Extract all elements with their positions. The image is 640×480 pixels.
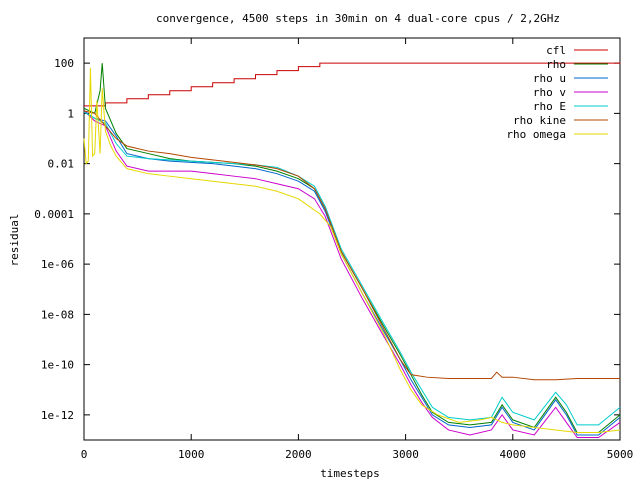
legend-label: rho — [546, 58, 566, 71]
x-tick-label: 0 — [81, 448, 88, 461]
plot-area: 0 1000 2000 3000 4000 5000 100 1 0.01 0.0001 1e-0… — [34, 37, 634, 461]
y-tick-label: 100 — [54, 57, 74, 70]
legend-label: rho omega — [506, 128, 566, 141]
series-line-rho-v — [83, 110, 621, 438]
y-tick-label: 1e-08 — [41, 308, 74, 321]
legend-label: cfl — [546, 44, 566, 57]
y-tick-label: 0.0001 — [34, 208, 74, 221]
plot-frame — [83, 37, 621, 441]
y-tick-label: 1e-06 — [41, 258, 74, 271]
x-tick-label: 3000 — [392, 448, 419, 461]
legend-label: rho u — [533, 72, 566, 85]
series-line-rho-omega — [83, 68, 621, 433]
series-line-rho-kine — [83, 110, 620, 381]
y-axis-label: residual — [8, 214, 21, 267]
y-tick-label: 0.01 — [48, 158, 75, 171]
x-tick-label: 5000 — [607, 448, 634, 461]
series-layer — [83, 62, 621, 438]
x-tick-label: 2000 — [285, 448, 312, 461]
x-tick-label: 1000 — [178, 448, 205, 461]
x-axis: 0 1000 2000 3000 4000 5000 — [81, 38, 634, 461]
y-axis: 100 1 0.01 0.0001 1e-06 1e-08 1e-10 1e-12 — [34, 57, 620, 422]
y-tick-label: 1e-12 — [41, 409, 74, 422]
legend-label: rho E — [533, 100, 566, 113]
series-line-cfl — [84, 62, 621, 107]
chart-title: convergence, 4500 steps in 30min on 4 du… — [156, 12, 560, 25]
x-axis-label: timesteps — [320, 467, 380, 480]
legend-label: rho v — [533, 86, 566, 99]
y-tick-label: 1e-10 — [41, 359, 74, 372]
series-line-rho-E — [83, 111, 621, 426]
x-tick-label: 4000 — [500, 448, 527, 461]
legend-label: rho kine — [513, 114, 566, 127]
y-tick-label: 1 — [67, 107, 74, 120]
